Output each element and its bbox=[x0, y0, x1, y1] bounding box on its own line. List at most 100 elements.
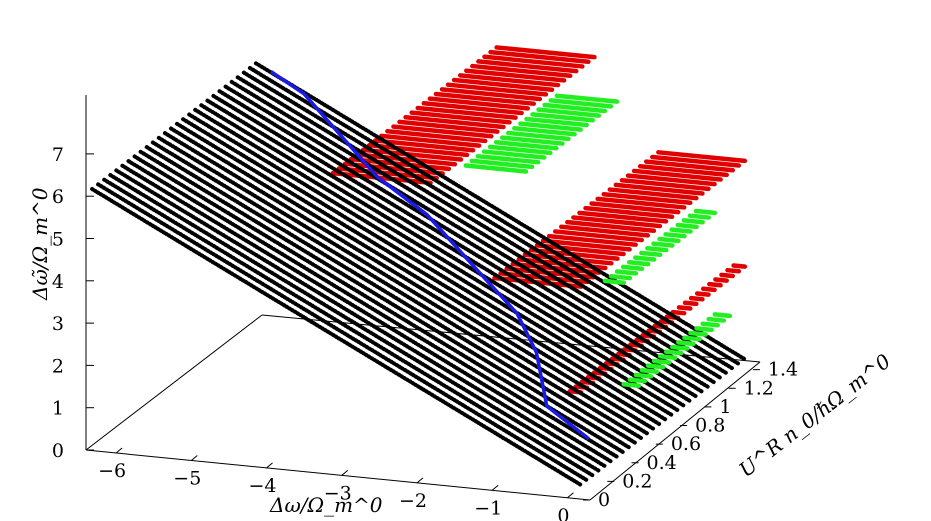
red-segment bbox=[470, 63, 573, 79]
red-segment bbox=[451, 77, 555, 92]
red-segment bbox=[625, 173, 717, 187]
green-segment bbox=[518, 121, 583, 132]
green-segment bbox=[626, 259, 651, 267]
y-tick-label: 0.6 bbox=[671, 433, 701, 455]
green-segment bbox=[639, 250, 663, 258]
green-segment bbox=[712, 312, 733, 319]
red-segment bbox=[409, 110, 512, 125]
red-segment bbox=[354, 152, 458, 167]
green-segment bbox=[512, 126, 577, 137]
red-segment bbox=[643, 159, 735, 173]
red-segment bbox=[601, 191, 693, 206]
red-segment bbox=[571, 215, 663, 229]
red-segment bbox=[445, 82, 549, 97]
red-segment bbox=[688, 295, 705, 302]
z-tick-label: 3 bbox=[52, 313, 64, 335]
green-segment bbox=[687, 213, 711, 220]
green-segment bbox=[693, 208, 718, 216]
red-segment bbox=[565, 219, 657, 233]
green-segment bbox=[670, 344, 690, 351]
black-point-series bbox=[169, 126, 662, 427]
green-segment bbox=[487, 144, 553, 156]
black-point-series bbox=[253, 61, 747, 362]
green-segment bbox=[614, 269, 639, 276]
green-segment bbox=[681, 218, 705, 225]
y-tick-label: 1.2 bbox=[744, 377, 774, 399]
red-segment bbox=[701, 286, 717, 293]
red-segment bbox=[589, 201, 681, 215]
red-segment bbox=[457, 73, 561, 88]
green-segment bbox=[675, 222, 699, 230]
red-segment bbox=[476, 59, 579, 74]
green-segment bbox=[694, 326, 714, 333]
red-segment bbox=[421, 101, 524, 116]
blue-boundary-line bbox=[270, 70, 590, 441]
back-floor-edge-x bbox=[85, 314, 263, 451]
green-segment bbox=[645, 363, 666, 370]
y-tick-label: 0.2 bbox=[622, 470, 652, 492]
red-segment bbox=[373, 138, 476, 153]
black-point-series bbox=[235, 75, 729, 376]
green-segment bbox=[633, 255, 657, 262]
green-segment bbox=[688, 330, 708, 337]
z-tick-label: 4 bbox=[52, 271, 64, 293]
red-segment bbox=[650, 154, 742, 168]
green-segment bbox=[493, 140, 559, 151]
z-tick-label: 6 bbox=[52, 186, 64, 208]
black-point-series bbox=[181, 117, 675, 418]
x-tick-label: 0 bbox=[557, 505, 569, 521]
red-segment bbox=[336, 166, 439, 181]
red-segment bbox=[676, 305, 693, 311]
x-tick-label: −2 bbox=[399, 490, 427, 512]
red-segment bbox=[631, 168, 723, 182]
green-segment bbox=[620, 264, 645, 272]
green-segment bbox=[651, 241, 675, 248]
red-segment bbox=[682, 300, 699, 307]
x-tick-mark bbox=[341, 469, 349, 476]
black-point-series bbox=[156, 135, 650, 436]
black-point-series bbox=[102, 177, 596, 478]
black-point-series bbox=[247, 66, 741, 366]
green-segment bbox=[469, 158, 535, 170]
red-segment bbox=[385, 128, 488, 144]
green-segment bbox=[633, 372, 654, 379]
red-segment bbox=[546, 233, 638, 247]
red-segment bbox=[694, 291, 711, 297]
black-point-series bbox=[205, 98, 699, 399]
red-segment bbox=[577, 210, 669, 224]
red-segment bbox=[552, 229, 644, 243]
green-segment bbox=[657, 354, 678, 361]
black-point-series bbox=[150, 140, 644, 441]
green-segment bbox=[627, 377, 648, 384]
red-segment bbox=[619, 177, 711, 192]
red-segment bbox=[607, 187, 699, 201]
red-segment bbox=[595, 196, 687, 210]
z-axis-label: Δω̃/Ω_m^0 bbox=[28, 187, 52, 301]
green-segment bbox=[536, 107, 602, 118]
x-tick-mark bbox=[115, 447, 123, 454]
green-segment bbox=[700, 321, 720, 328]
green-segment bbox=[669, 227, 693, 234]
red-segment bbox=[379, 133, 482, 148]
green-segment bbox=[645, 246, 669, 253]
green-segment bbox=[663, 349, 684, 356]
green-segment bbox=[602, 278, 627, 285]
z-tick-label: 5 bbox=[52, 229, 64, 251]
red-segment bbox=[540, 238, 632, 252]
red-segment bbox=[488, 49, 591, 65]
black-point-series bbox=[241, 70, 735, 371]
black-point-series bbox=[90, 187, 583, 487]
x-tick-label: −6 bbox=[98, 460, 126, 482]
x-tick-label: −1 bbox=[474, 497, 502, 519]
red-segment bbox=[613, 182, 705, 196]
green-segment bbox=[542, 102, 608, 114]
green-segment bbox=[651, 358, 672, 365]
red-segment bbox=[707, 281, 723, 288]
black-point-series bbox=[229, 79, 723, 380]
y-tick-label: 0.8 bbox=[695, 415, 725, 437]
x-axis-label: Δω/Ω_m^0 bbox=[269, 493, 383, 517]
y-tick-label: 0.4 bbox=[647, 452, 677, 474]
black-point-series bbox=[144, 145, 638, 446]
green-segment bbox=[657, 236, 681, 244]
